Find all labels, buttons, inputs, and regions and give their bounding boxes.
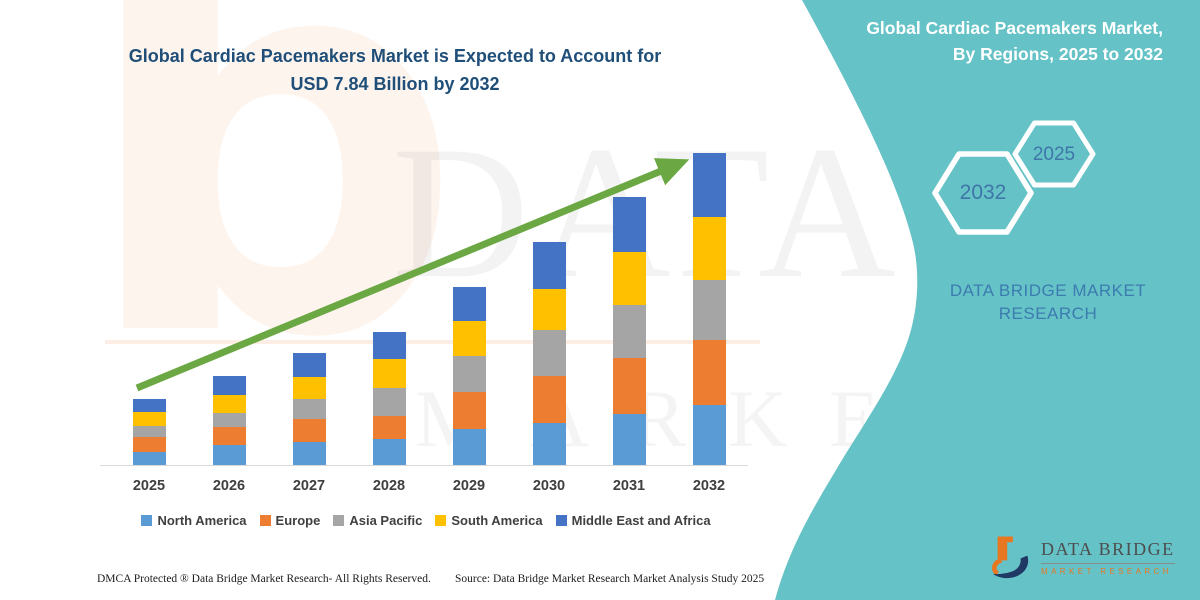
bar-2031-north-america	[612, 414, 646, 465]
logo-swoosh	[992, 555, 1029, 579]
hexagon-2032-icon	[932, 151, 1034, 235]
bar-2027-north-america	[292, 442, 326, 465]
source-text: Source: Data Bridge Market Research Mark…	[455, 573, 765, 585]
dmca-copyright-text: DMCA Protected ® Data Bridge Market Rese…	[97, 573, 431, 585]
legend-label-south-america: South America	[451, 513, 543, 528]
dbmr-logo-text: DATA BRIDGE MARKET RESEARCH	[1041, 539, 1175, 576]
legend-label-europe: Europe	[275, 513, 321, 528]
x-axis-label-2027: 2027	[292, 478, 326, 494]
bar-2028-asia-pacific	[372, 388, 406, 416]
bar-2026-asia-pacific	[212, 413, 246, 427]
panel-brand-line1: DATA BRIDGE MARKET	[949, 281, 1147, 300]
dbmr-logo: DATA BRIDGE MARKET RESEARCH	[990, 534, 1175, 581]
panel-title-line2: By Regions, 2025 to 2032	[952, 44, 1163, 64]
logo-b-stem	[997, 536, 1013, 561]
hexagon-2025-label: 2025	[1032, 144, 1076, 165]
bar-2025-europe	[132, 437, 166, 452]
legend-item-middle-east-and-africa: Middle East and Africa	[555, 513, 711, 528]
x-axis-line	[100, 465, 748, 466]
legend-item-south-america: South America	[435, 513, 543, 528]
bar-2025-asia-pacific	[132, 426, 166, 437]
logo-b-hook	[991, 558, 1003, 576]
x-axis-label-2026: 2026	[212, 478, 246, 494]
bar-2025-north-america	[132, 452, 166, 465]
legend-swatch-north-america	[141, 515, 153, 526]
bar-2032	[692, 153, 726, 465]
legend-swatch-asia-pacific	[333, 515, 345, 526]
legend-swatch-middle-east-and-africa	[555, 515, 567, 526]
teal-panel-shape	[775, 0, 1200, 600]
chart-title-line2: USD 7.84 Billion by 2032	[290, 74, 500, 94]
bar-2032-north-america	[692, 405, 726, 465]
legend-label-asia-pacific: Asia Pacific	[349, 513, 423, 528]
bar-2029-north-america	[452, 429, 486, 465]
bar-2029-europe	[452, 392, 486, 429]
bar-2026-europe	[212, 427, 246, 445]
dbmr-logo-subtitle: MARKET RESEARCH	[1041, 567, 1172, 576]
legend-label-north-america: North America	[157, 513, 247, 528]
panel-title: Global Cardiac Pacemakers Market, By Reg…	[763, 15, 1163, 67]
bar-2032-asia-pacific	[692, 280, 726, 340]
chart-legend: North America Europe Asia Pacific South Ame…	[95, 513, 757, 528]
panel-brand-name: DATA BRIDGE MARKET RESEARCH	[928, 279, 1168, 325]
legend-label-middle-east-and-africa: Middle East and Africa	[571, 513, 711, 528]
legend-swatch-europe	[259, 515, 271, 526]
bar-2026-north-america	[212, 445, 246, 465]
legend-item-asia-pacific: Asia Pacific	[333, 513, 422, 528]
x-axis-label-2030: 2030	[532, 478, 566, 494]
hexagon-2025-icon	[1012, 120, 1096, 188]
x-axis-label-2031: 2031	[612, 478, 646, 494]
chart-title: Global Cardiac Pacemakers Market is Expe…	[92, 42, 698, 98]
bar-2026-south-america	[212, 395, 246, 413]
x-axis-label-2029: 2029	[452, 478, 486, 494]
bar-2025-south-america	[132, 412, 166, 426]
panel-title-line1: Global Cardiac Pacemakers Market,	[866, 18, 1163, 38]
bar-2028-europe	[372, 416, 406, 439]
bar-2028-north-america	[372, 439, 406, 465]
legend-item-north-america: North America	[141, 513, 247, 528]
bar-2025	[132, 399, 166, 465]
bar-2025-middle-east-and-africa	[132, 399, 166, 412]
hexagon-2032-label: 2032	[959, 181, 1007, 204]
bar-2032-europe	[692, 340, 726, 405]
bar-2032-south-america	[692, 217, 726, 280]
panel-brand-line2: RESEARCH	[998, 304, 1098, 323]
x-axis-label-2028: 2028	[372, 478, 406, 494]
dbmr-logo-mark-icon	[991, 536, 1029, 579]
dbmr-logo-name: DATA BRIDGE	[1041, 539, 1175, 564]
legend-item-europe: Europe	[259, 513, 321, 528]
bar-2032-middle-east-and-africa	[692, 153, 726, 217]
x-axis-label-2032: 2032	[692, 478, 726, 494]
bar-2027-europe	[292, 419, 326, 442]
chart-title-line1: Global Cardiac Pacemakers Market is Expe…	[128, 46, 662, 66]
legend-swatch-south-america	[435, 515, 447, 526]
bar-2027-asia-pacific	[292, 399, 326, 419]
x-axis-label-2025: 2025	[132, 478, 166, 494]
bar-2030-north-america	[532, 423, 566, 465]
